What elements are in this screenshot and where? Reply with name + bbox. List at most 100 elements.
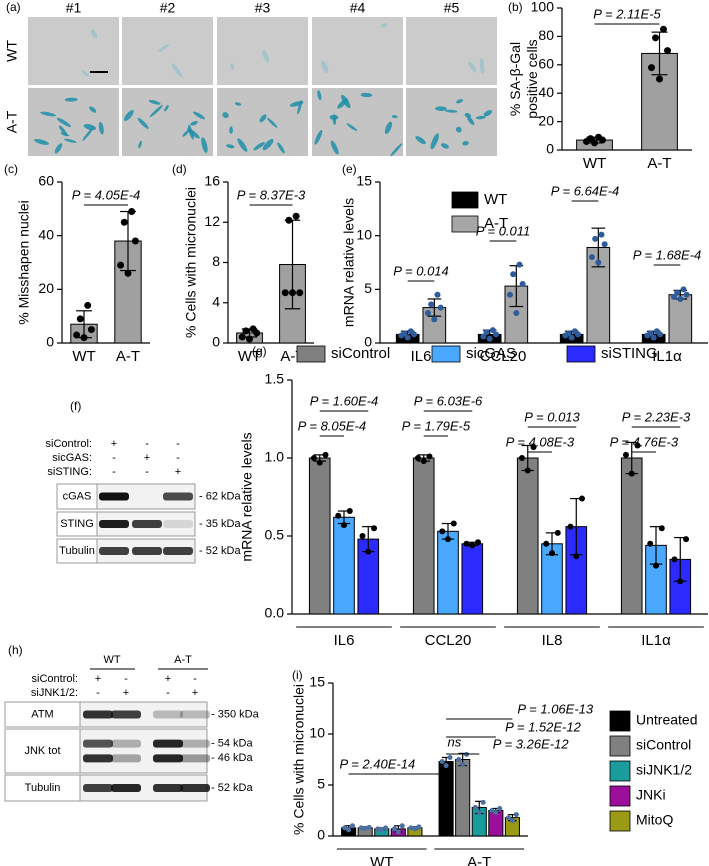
data-point [346,508,353,515]
significance-label: P = 2.40E-14 [339,756,415,771]
column-label: #2 [160,0,176,16]
data-point [648,64,655,72]
data-point [653,328,660,335]
stained-cell [277,142,285,154]
data-point [289,289,296,297]
x-tick-label: CCL20 [480,348,527,365]
blot-band [99,492,129,501]
condition-mark: + [95,673,101,685]
blot-row-label: ATM [31,708,53,720]
y-tick-label: 0 [212,334,220,350]
condition-mark: - [145,438,149,450]
blot-band [99,547,129,555]
significance-label: P = 8.05E-4 [298,418,367,433]
legend-swatch [609,785,631,807]
stained-cell [138,140,142,149]
blot-band [132,547,162,555]
data-point [658,525,665,532]
data-point [439,759,445,765]
micrograph [122,88,213,156]
data-point [460,762,466,768]
data-point [573,553,580,560]
y-tick-label: 1.5 [265,371,285,387]
data-point [379,827,385,833]
data-point [653,562,659,569]
data-point [416,824,422,830]
legend-label: siControl [331,345,390,362]
condition-mark: - [193,673,197,685]
stained-cell [56,117,71,128]
condition-mark: - [176,452,180,464]
y-axis-label: mRNA relative levels [341,198,357,327]
stained-cell [234,102,242,106]
data-point [414,455,421,461]
stained-cell [415,136,426,145]
stained-cell [321,60,329,74]
significance-label: P = 1.06E-13 [517,701,594,716]
data-point [493,331,500,338]
data-point [445,536,451,543]
legend-swatch [566,345,596,363]
data-point [565,330,572,337]
panel-label: (e) [342,162,357,176]
data-point [622,451,629,458]
data-point [358,825,364,831]
data-point [120,218,128,226]
column-label: #5 [444,0,460,16]
data-point [117,261,125,269]
panel-label: (b) [508,0,523,14]
data-point [395,829,401,835]
stained-cell [164,105,169,112]
legend-label: MitoQ [636,812,673,828]
stained-cell [262,139,274,151]
data-point [680,286,687,293]
significance-label: P = 3.26E-12 [493,736,570,751]
micrograph [406,17,497,85]
data-point [362,825,368,831]
data-point [513,309,520,316]
condition-mark: - [112,466,116,478]
stained-cell [479,58,485,74]
y-tick-label: 15 [309,674,325,690]
data-point [510,271,517,278]
data-point [518,455,525,461]
stained-cell [83,124,97,131]
stained-cell [297,99,303,115]
y-tick-label: 0 [364,334,372,350]
data-point [601,241,608,248]
data-point [346,827,352,833]
data-point [592,235,599,242]
x-tick-label: WT [370,854,393,866]
blot-band [83,710,113,719]
data-point [530,444,537,451]
data-point [664,47,671,55]
data-point [131,237,139,245]
data-point [683,291,690,298]
data-point [437,304,444,311]
panel-label: (g) [252,344,267,358]
stained-cell [467,116,475,126]
data-point [407,328,414,335]
data-point [519,280,526,287]
stained-cell [124,110,134,121]
condition-mark: + [175,466,181,478]
y-tick-label: 5 [364,280,372,296]
y-tick-label: 40 [38,226,54,242]
stained-cell [445,109,458,113]
y-tick-label: 0 [46,334,54,350]
stained-cell [430,133,439,150]
data-point [554,529,561,536]
stained-cell [187,128,200,139]
y-tick-label: 5 [317,776,325,792]
data-point [647,540,654,547]
significance-label: P = 0.014 [393,263,449,278]
data-point [87,326,95,334]
legend-swatch [451,191,479,209]
data-point [656,75,663,83]
significance-label: P = 4.76E-3 [610,434,679,449]
data-point [238,333,246,341]
data-point [366,824,372,830]
stained-cell [90,29,98,39]
blot-band [180,710,210,719]
